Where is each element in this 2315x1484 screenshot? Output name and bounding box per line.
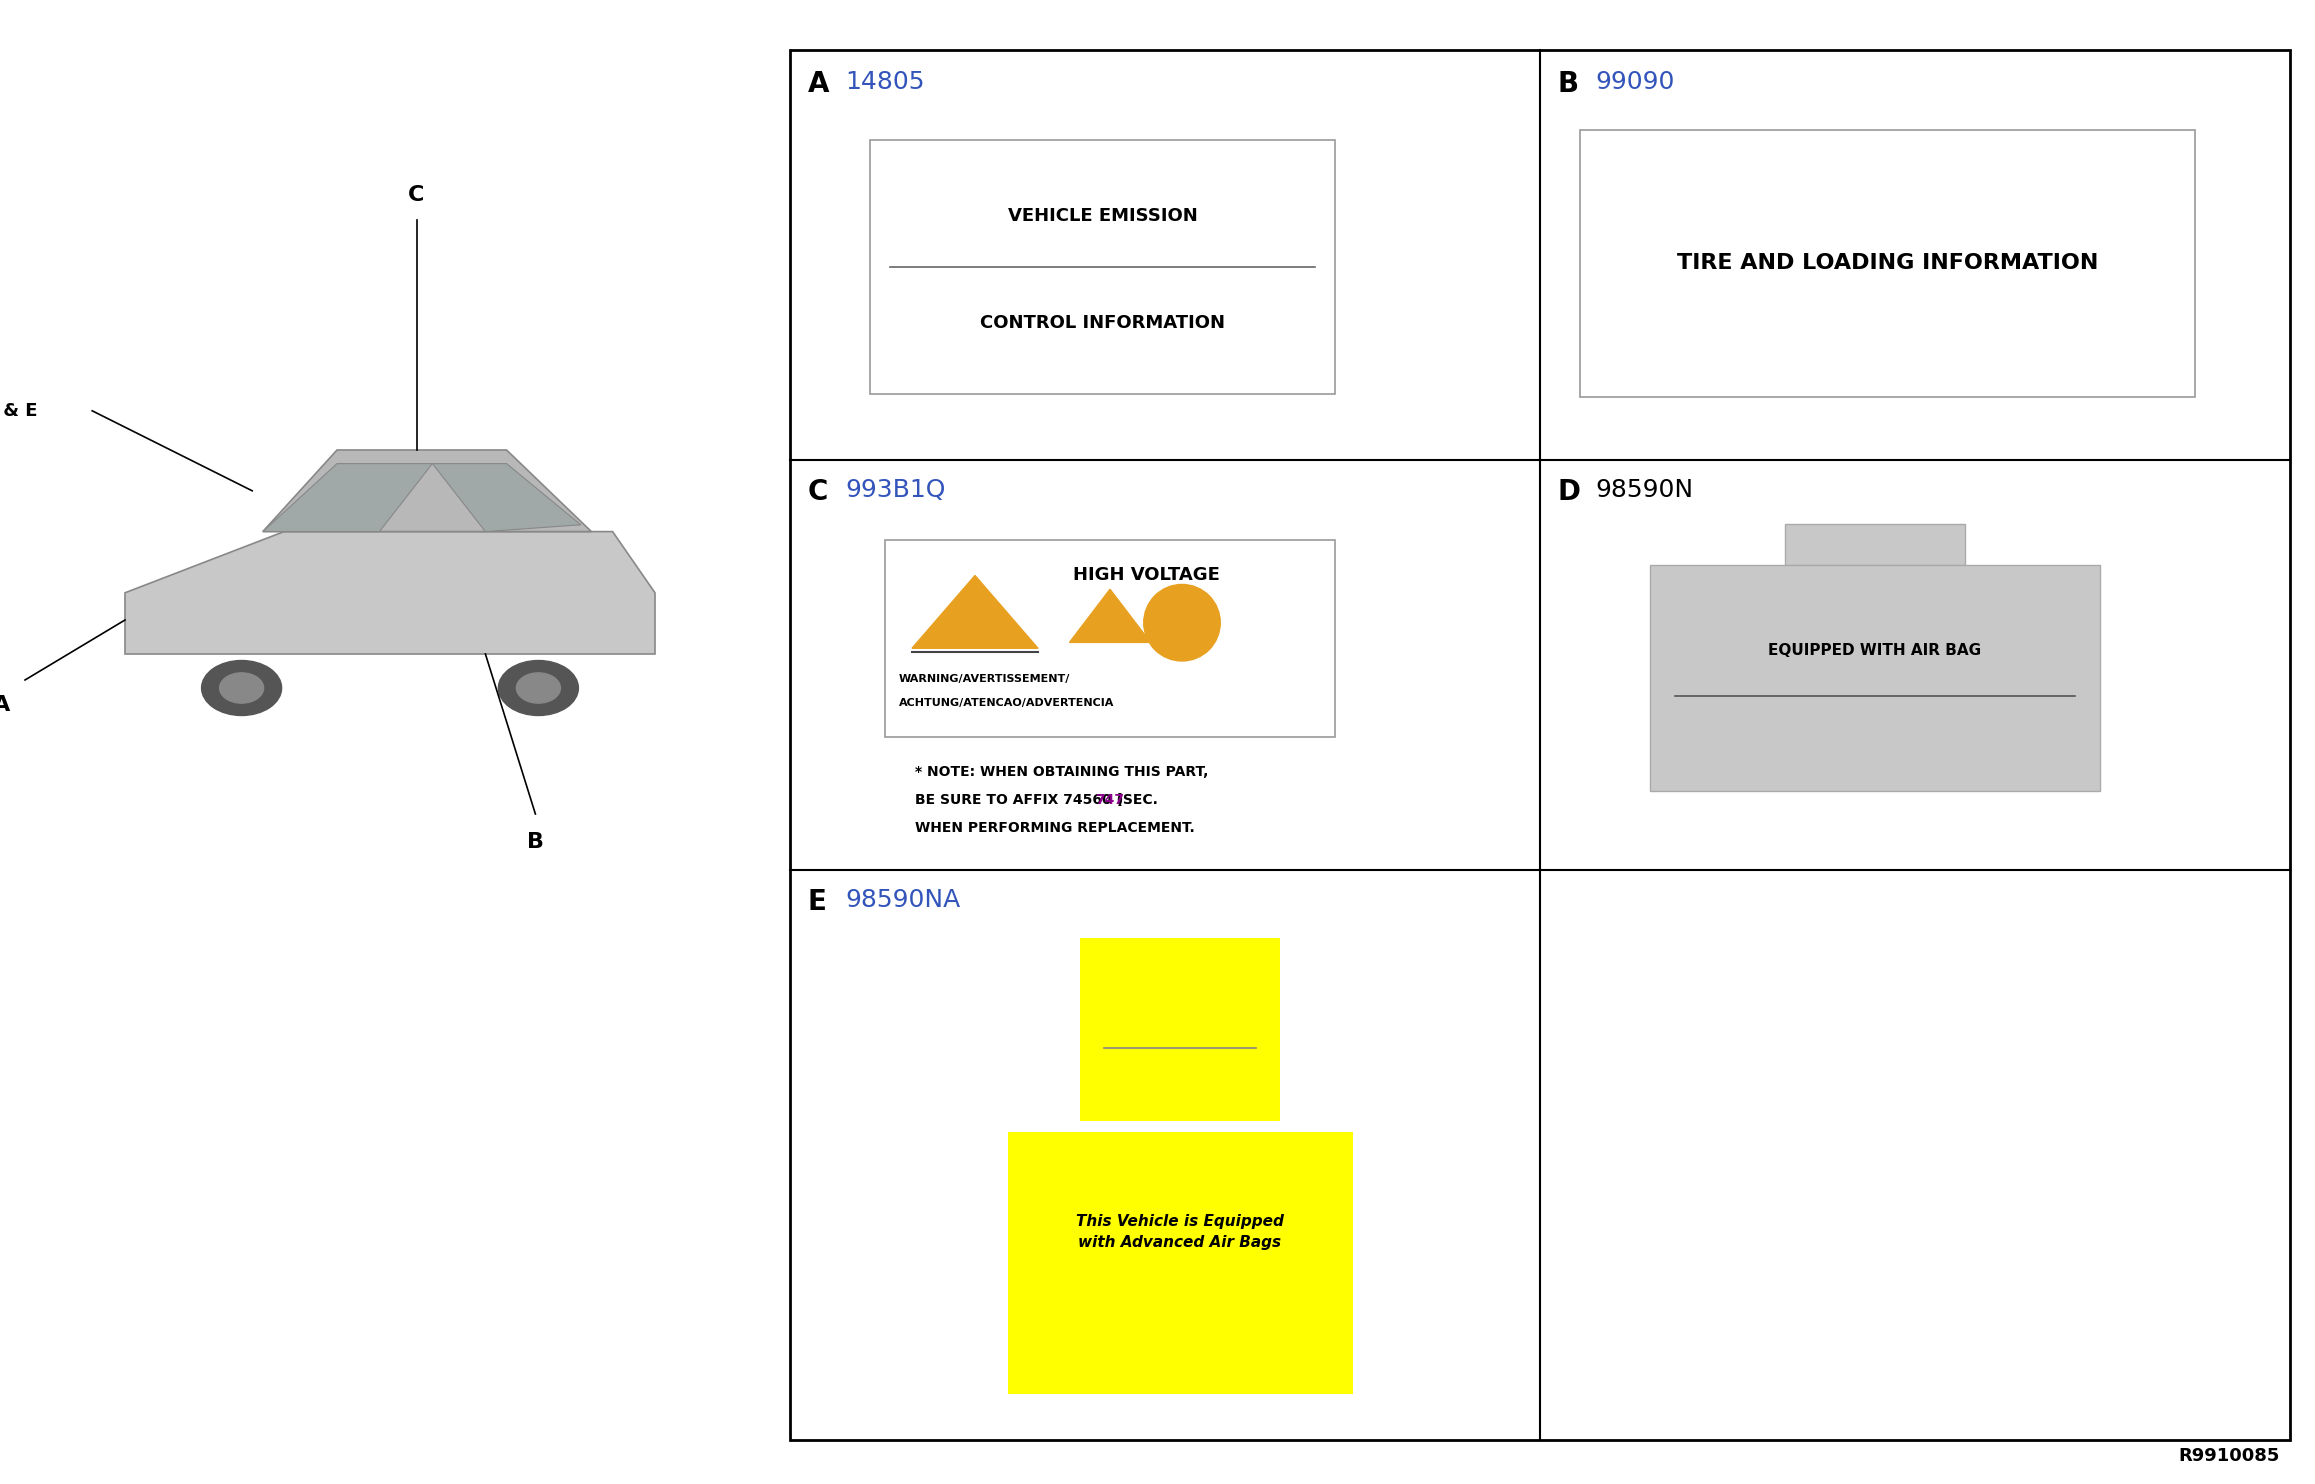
Bar (870, 139, 1336, 395)
Bar (884, 540, 1336, 738)
Bar (1651, 565, 2100, 791)
Text: A: A (0, 695, 9, 715)
Ellipse shape (201, 660, 282, 715)
Polygon shape (264, 463, 433, 531)
Text: 99090: 99090 (1595, 70, 1674, 93)
Text: 747: 747 (1095, 792, 1123, 807)
Text: B: B (528, 833, 544, 852)
Text: 14805: 14805 (845, 70, 924, 93)
Text: BE SURE TO AFFIX 74560 (SEC.: BE SURE TO AFFIX 74560 (SEC. (914, 792, 1162, 807)
Circle shape (1144, 585, 1220, 660)
Ellipse shape (498, 660, 579, 715)
Text: WHEN PERFORMING REPLACEMENT.: WHEN PERFORMING REPLACEMENT. (914, 821, 1195, 835)
Ellipse shape (220, 672, 264, 703)
Text: HIGH VOLTAGE: HIGH VOLTAGE (1072, 567, 1220, 585)
Polygon shape (125, 531, 655, 654)
Text: E: E (808, 887, 826, 916)
Bar (789, 50, 2290, 1439)
Ellipse shape (516, 672, 560, 703)
Text: C: C (808, 478, 829, 506)
Polygon shape (912, 576, 1037, 649)
Polygon shape (433, 463, 581, 531)
Bar (1007, 1132, 1352, 1395)
Text: D: D (1558, 478, 1581, 506)
Text: ACHTUNG/ATENCAO/ADVERTENCIA: ACHTUNG/ATENCAO/ADVERTENCIA (898, 697, 1114, 708)
Polygon shape (264, 450, 590, 531)
Text: A: A (808, 70, 829, 98)
Text: B: B (1558, 70, 1579, 98)
Text: D & E: D & E (0, 402, 37, 420)
Bar (1081, 938, 1280, 1120)
Text: 98590NA: 98590NA (845, 887, 961, 913)
Text: EQUIPPED WITH AIR BAG: EQUIPPED WITH AIR BAG (1769, 643, 1982, 659)
Text: This Vehicle is Equipped
with Advanced Air Bags: This Vehicle is Equipped with Advanced A… (1076, 1214, 1285, 1250)
Bar (1785, 524, 1965, 565)
Text: CONTROL INFORMATION: CONTROL INFORMATION (979, 315, 1225, 332)
Text: TIRE AND LOADING INFORMATION: TIRE AND LOADING INFORMATION (1676, 254, 2097, 273)
Polygon shape (1070, 589, 1151, 643)
Text: R9910085: R9910085 (2178, 1447, 2280, 1465)
Text: 993B1Q: 993B1Q (845, 478, 945, 502)
Text: * NOTE: WHEN OBTAINING THIS PART,: * NOTE: WHEN OBTAINING THIS PART, (914, 764, 1208, 779)
Bar (1581, 131, 2195, 396)
Text: 98590N: 98590N (1595, 478, 1692, 502)
Text: VEHICLE EMISSION: VEHICLE EMISSION (1007, 208, 1197, 226)
Text: ): ) (1116, 792, 1123, 807)
Text: WARNING/AVERTISSEMENT/: WARNING/AVERTISSEMENT/ (898, 674, 1070, 684)
Text: C: C (407, 186, 424, 205)
